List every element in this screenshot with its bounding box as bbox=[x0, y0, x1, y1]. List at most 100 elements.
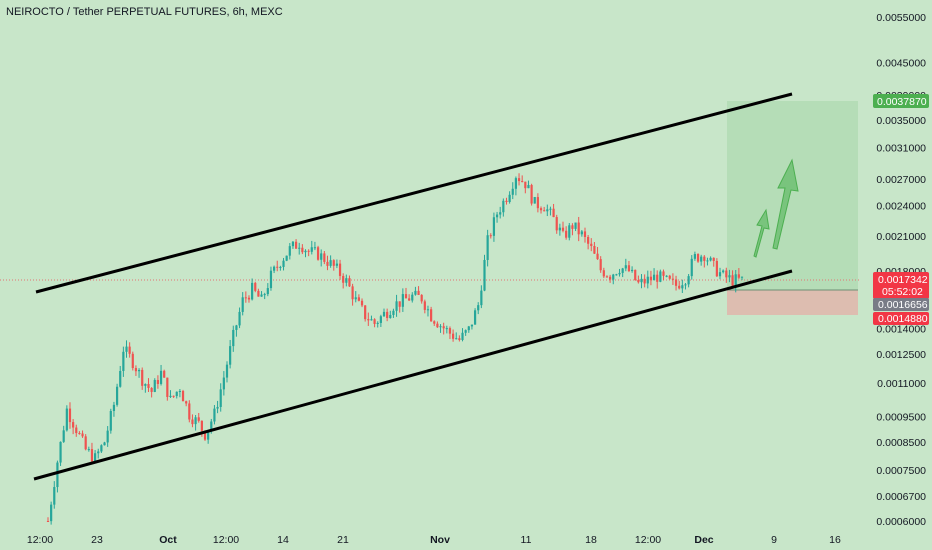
candle-body bbox=[210, 421, 213, 430]
candle-body bbox=[627, 265, 631, 272]
candle-body bbox=[408, 298, 411, 301]
candle-body bbox=[605, 276, 609, 278]
candle-body bbox=[580, 231, 583, 235]
candle-body bbox=[90, 449, 94, 462]
stop-zone[interactable] bbox=[727, 290, 858, 315]
candle-body bbox=[65, 408, 68, 431]
candle-body bbox=[445, 328, 448, 330]
candle-body bbox=[596, 253, 599, 260]
price-tick-label: 0.0011000 bbox=[877, 378, 926, 390]
candle-body bbox=[364, 305, 367, 320]
price-tick-label: 0.0007500 bbox=[876, 465, 926, 477]
candle-body bbox=[304, 250, 307, 253]
svg-text:0.0014880: 0.0014880 bbox=[878, 313, 928, 325]
time-axis[interactable] bbox=[0, 527, 860, 550]
target-zone[interactable] bbox=[727, 101, 858, 290]
candle-body bbox=[618, 272, 621, 275]
candle-body bbox=[656, 274, 659, 282]
candle-body bbox=[166, 377, 169, 397]
candle-body bbox=[207, 429, 210, 440]
candle-body bbox=[316, 247, 320, 260]
time-tick-label: 12:00 bbox=[27, 534, 53, 546]
chart-title: NEIROCTO / Tether PERPETUAL FUTURES, 6h,… bbox=[6, 6, 283, 18]
candle-body bbox=[50, 504, 53, 522]
candle-body bbox=[106, 430, 109, 443]
candle-body bbox=[254, 282, 257, 291]
candle-body bbox=[301, 247, 304, 253]
candle-body bbox=[398, 301, 401, 307]
candle-body bbox=[175, 391, 178, 397]
candle-body bbox=[609, 276, 612, 280]
price-tick-label: 0.0055000 bbox=[876, 12, 926, 24]
candle-body bbox=[94, 453, 97, 462]
candle-body bbox=[524, 181, 527, 189]
bar-countdown: 05:52:02 bbox=[882, 286, 923, 298]
channel-upper-line[interactable] bbox=[35, 92, 793, 294]
candle-body bbox=[200, 420, 203, 431]
candle-body bbox=[235, 325, 238, 330]
candle-body bbox=[602, 270, 605, 277]
projection-arrow-small[interactable] bbox=[753, 208, 770, 258]
candle-body bbox=[251, 282, 254, 300]
candle-body bbox=[615, 274, 618, 276]
candle-body bbox=[163, 370, 166, 378]
time-tick-label: 21 bbox=[337, 534, 349, 546]
candle-body bbox=[100, 445, 103, 452]
candle-body bbox=[72, 422, 75, 428]
candle-body bbox=[291, 241, 295, 247]
candle-body bbox=[348, 278, 351, 287]
candle-body bbox=[62, 430, 65, 442]
candle-body bbox=[78, 433, 81, 435]
candle-body bbox=[222, 377, 225, 390]
candle-body bbox=[687, 276, 690, 285]
candle-body bbox=[420, 294, 423, 302]
candle-body bbox=[467, 326, 470, 331]
candle-body bbox=[423, 301, 426, 310]
candle-body bbox=[568, 225, 571, 238]
candle-body bbox=[489, 235, 492, 237]
candle-body bbox=[232, 329, 235, 347]
candle-body bbox=[389, 314, 392, 319]
price-tick-label: 0.0031000 bbox=[876, 142, 926, 154]
candle-body bbox=[696, 254, 700, 262]
candle-body bbox=[649, 276, 653, 281]
candle-body bbox=[433, 321, 436, 324]
candle-body bbox=[411, 294, 414, 301]
candle-body bbox=[395, 301, 398, 311]
candle-body bbox=[643, 278, 646, 284]
candle-body bbox=[87, 449, 90, 451]
candle-body bbox=[97, 451, 100, 454]
candle-body bbox=[511, 188, 514, 195]
candle-body bbox=[150, 387, 153, 392]
candle-body bbox=[665, 275, 668, 277]
candle-body bbox=[530, 185, 533, 204]
candle-body bbox=[134, 368, 138, 372]
candle-body bbox=[731, 275, 734, 286]
candle-body bbox=[81, 433, 84, 437]
price-tick-label: 0.0027000 bbox=[876, 174, 926, 186]
projection-arrow-large[interactable] bbox=[772, 158, 799, 250]
time-tick-label: Oct bbox=[159, 534, 177, 546]
candle-body bbox=[266, 288, 269, 295]
candle-body bbox=[700, 256, 703, 262]
candle-body bbox=[546, 209, 549, 212]
candle-body bbox=[458, 338, 461, 340]
candle-body bbox=[577, 222, 580, 235]
candle-body bbox=[285, 255, 288, 261]
candle-body bbox=[84, 436, 87, 450]
candle-body bbox=[53, 487, 56, 505]
candle-body bbox=[225, 364, 229, 378]
candle-body bbox=[718, 272, 722, 277]
candle-body bbox=[159, 370, 163, 384]
channel-lower-line[interactable] bbox=[33, 269, 793, 481]
time-tick-label: 12:00 bbox=[635, 534, 661, 546]
candle-body bbox=[178, 391, 181, 393]
candle-body bbox=[502, 200, 505, 213]
candle-body bbox=[213, 408, 216, 422]
time-tick-label: 9 bbox=[771, 534, 777, 546]
candle-body bbox=[172, 395, 175, 397]
candle-body bbox=[153, 380, 156, 392]
price-tick-label: 0.0006000 bbox=[876, 516, 926, 528]
candle-body bbox=[128, 346, 131, 354]
